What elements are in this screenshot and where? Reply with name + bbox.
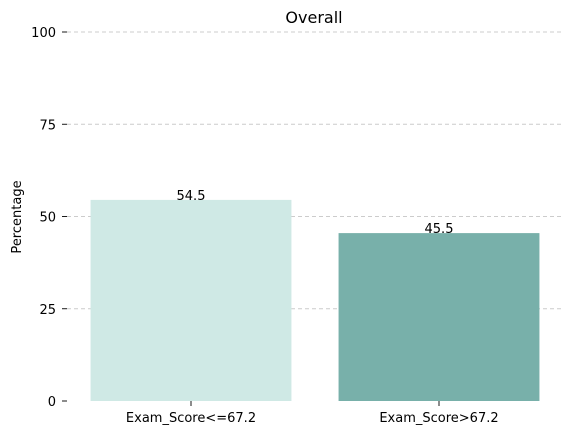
data-label: 54.5 <box>177 189 206 204</box>
bar <box>90 199 292 401</box>
y-tick-label: 50 <box>39 211 56 226</box>
data-label: 45.5 <box>425 222 454 237</box>
x-axis: Exam_Score<=67.2 Exam_Score>67.2 <box>126 401 499 426</box>
chart-title: Overall <box>285 8 342 27</box>
y-axis-title: Percentage <box>10 180 25 253</box>
y-axis: 0 25 50 75 100 <box>31 26 67 410</box>
data-labels: 54.5 45.5 <box>177 189 454 237</box>
y-tick-label: 0 <box>48 395 56 410</box>
bar <box>338 233 540 401</box>
y-tick-label: 25 <box>39 303 56 318</box>
x-tick-label: Exam_Score>67.2 <box>379 411 498 426</box>
bars <box>90 199 540 401</box>
y-tick-label: 75 <box>39 118 56 133</box>
x-tick-label: Exam_Score<=67.2 <box>126 411 256 426</box>
y-tick-label: 100 <box>31 26 56 41</box>
